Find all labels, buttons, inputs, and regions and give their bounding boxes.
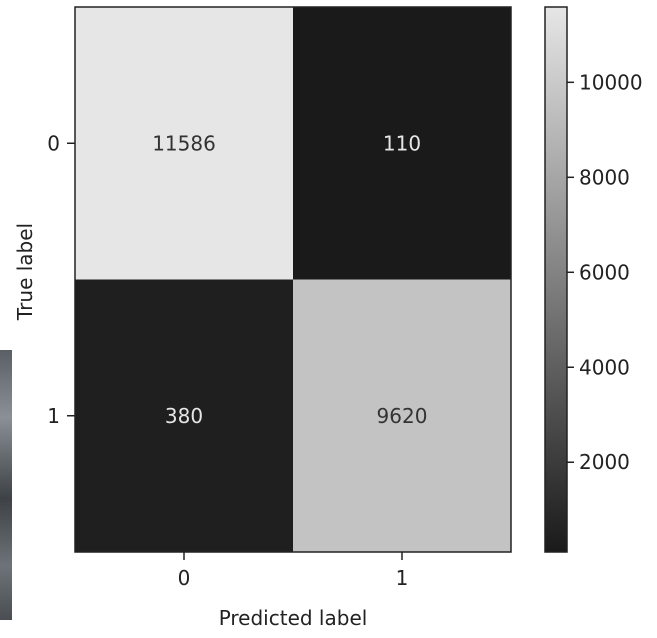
cell-label-0-1: 110 [383, 131, 421, 155]
background-photo-fragment [0, 350, 12, 620]
cell-label-0-0: 11586 [152, 131, 216, 155]
cell-0-1 [293, 7, 511, 280]
plot-frame [74, 6, 512, 553]
colorbar: 2000 4000 6000 8000 10000 [544, 6, 643, 553]
axes: 0 1 0 1 Predicted label True label [13, 6, 512, 630]
colorbar-tick-label-2: 6000 [579, 260, 630, 284]
y-tick-label-0: 0 [47, 131, 60, 155]
cell-1-1 [293, 279, 511, 552]
cell-label-1-1: 9620 [377, 404, 428, 428]
y-axis-label: True label [13, 223, 37, 321]
colorbar-tick-label-0: 2000 [579, 450, 630, 474]
colorbar-tick-label-3: 8000 [579, 165, 630, 189]
x-axis-label: Predicted label [219, 606, 368, 630]
colorbar-tick-label-4: 10000 [579, 70, 643, 94]
cell-label-1-0: 380 [165, 404, 203, 428]
y-tick-label-1: 1 [47, 404, 60, 428]
colorbar-gradient-bar [544, 6, 568, 553]
heatmap-cells: 11586 110 380 9620 [75, 7, 511, 552]
colorbar-tick-label-1: 4000 [579, 355, 630, 379]
x-tick-label-0: 0 [178, 566, 191, 590]
cell-1-0 [75, 279, 293, 552]
x-tick-label-1: 1 [396, 566, 409, 590]
cell-0-0 [75, 7, 293, 280]
